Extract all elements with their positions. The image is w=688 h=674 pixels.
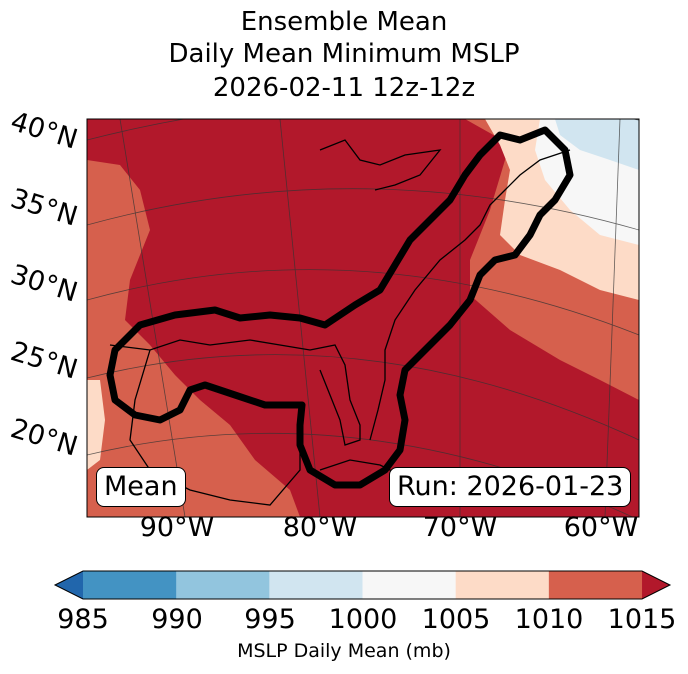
coastline-atlantic (369, 149, 571, 441)
title-line-1: Ensemble Mean (240, 7, 448, 37)
coastline-great-lakes (319, 139, 442, 191)
gridline-lat-40 (87, 119, 639, 141)
colorbar-outline (53, 570, 672, 600)
mean-box: Mean (96, 467, 186, 507)
colorbar-tick-1005: 1005 (421, 604, 491, 635)
lon-label-80w: 80°W (282, 512, 358, 543)
field-1010-1015-west (87, 160, 300, 517)
colorbar (53, 570, 672, 600)
colorbar-tick-990: 990 (151, 604, 203, 635)
colorbar-band-1010-1015 (548, 571, 643, 599)
colorbar-band-1005-1010 (455, 571, 550, 599)
colorbar-band-985-990 (83, 571, 177, 599)
gridline-lat-35 (87, 188, 639, 231)
colorbar-band-1000-1005 (362, 571, 457, 599)
field-1005-1010-west (87, 380, 105, 470)
gridline-lat-25 (87, 354, 639, 441)
field-995-1000 (555, 119, 639, 170)
title-line-2: Daily Mean Minimum MSLP (168, 39, 520, 69)
colorbar-extend-over (642, 571, 670, 599)
colorbar-tick-985: 985 (57, 604, 109, 635)
colorbar-tick-995: 995 (244, 604, 296, 635)
colorbar-tick-1000: 1000 (328, 604, 398, 635)
colorbar-band-990-995 (176, 571, 270, 599)
pressure-contour (106, 126, 574, 489)
colorbar-label: MSLP Daily Mean (mb) (237, 640, 451, 662)
lon-label-70w: 70°W (422, 512, 498, 543)
coastline-gulf (109, 339, 361, 446)
gridline-lat-30 (87, 269, 639, 336)
colorbar-tick-1010: 1010 (514, 604, 584, 635)
run-date-box: Run: 2026-01-23 (389, 467, 632, 507)
colorbar-extend-under (55, 571, 83, 599)
colorbar-tick-1015: 1015 (607, 604, 677, 635)
colorbar-band-995-1000 (269, 571, 364, 599)
gridline-lon-60 (604, 119, 621, 517)
lon-label-90w: 90°W (139, 512, 215, 543)
lon-label-60w: 60°W (563, 512, 639, 543)
map-frame (86, 118, 640, 518)
title-line-3: 2026-02-11 12z-12z (212, 73, 476, 103)
